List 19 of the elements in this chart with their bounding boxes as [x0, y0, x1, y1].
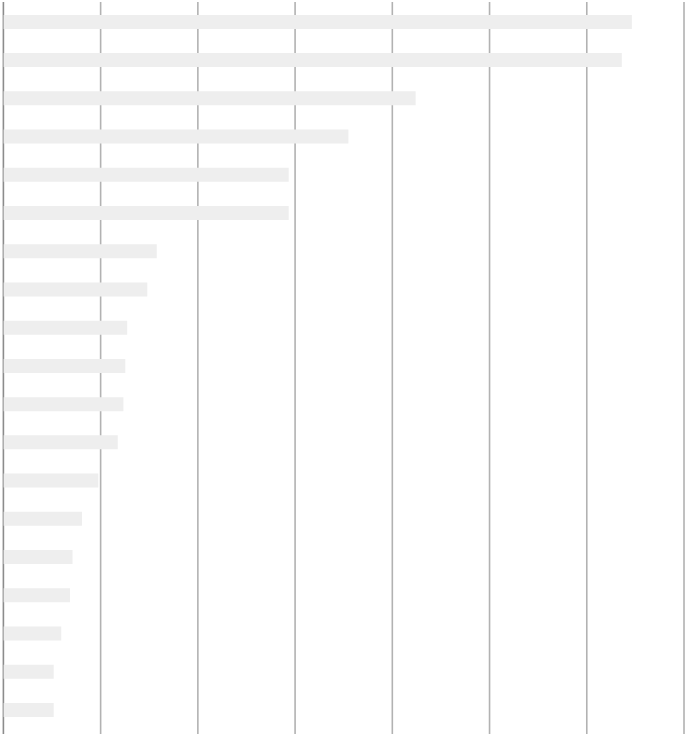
bar — [3, 320, 128, 335]
bar — [3, 588, 71, 603]
bar — [3, 358, 126, 373]
bar — [3, 91, 416, 106]
bar — [3, 129, 349, 144]
bar — [3, 511, 82, 526]
bar — [3, 282, 148, 297]
bar — [3, 14, 632, 29]
bar — [3, 53, 622, 68]
bar — [3, 244, 157, 259]
bar — [3, 397, 124, 412]
bar — [3, 206, 289, 220]
bar — [3, 550, 73, 565]
bar — [3, 664, 54, 679]
bar — [3, 167, 289, 182]
bar — [3, 626, 62, 641]
bar — [3, 702, 54, 717]
bar — [3, 473, 99, 488]
bar — [3, 435, 118, 450]
